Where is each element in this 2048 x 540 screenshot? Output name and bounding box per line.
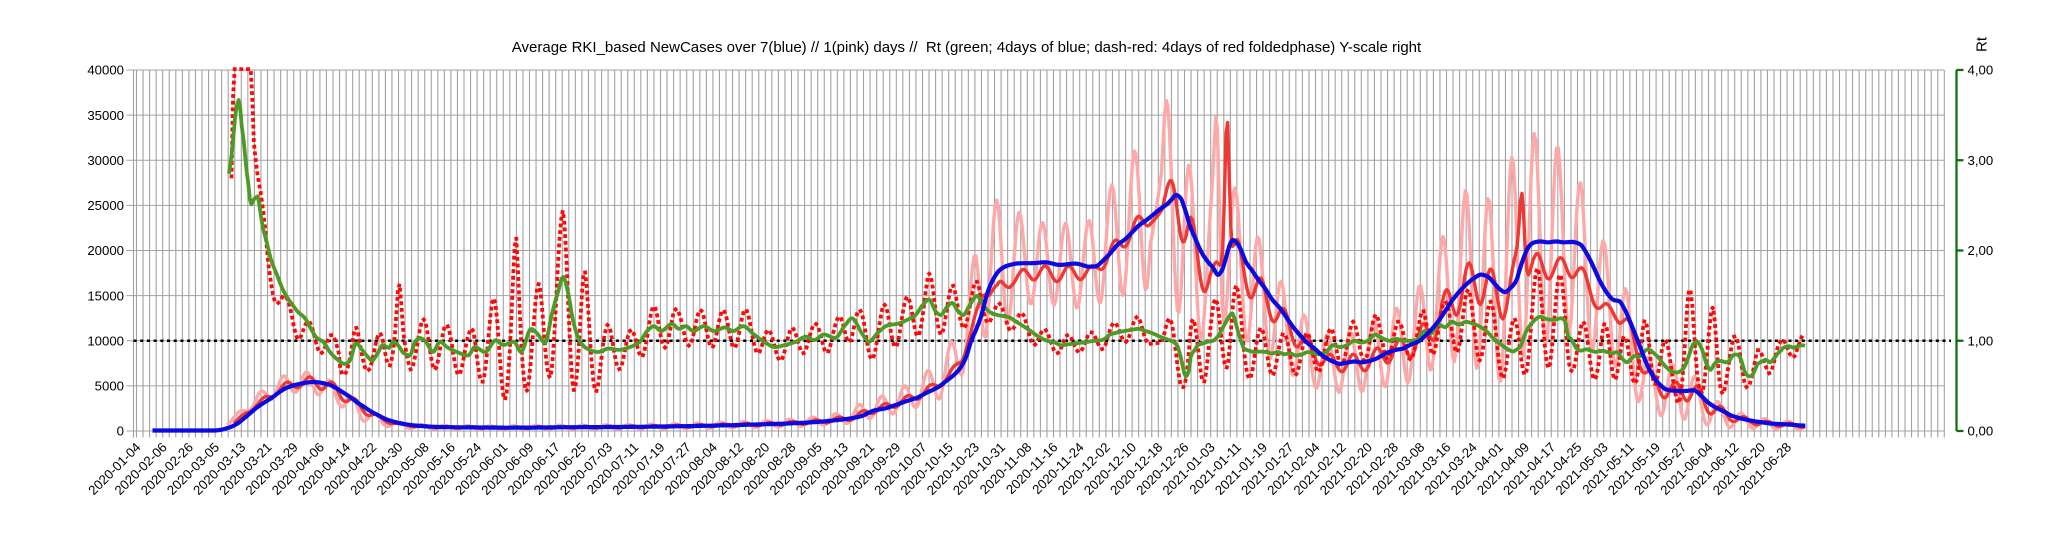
svg-text:35000: 35000 xyxy=(87,108,124,123)
svg-text:10000: 10000 xyxy=(87,333,124,348)
svg-text:25000: 25000 xyxy=(87,198,124,213)
svg-text:Average RKI_based NewCases ove: Average RKI_based NewCases over 7(blue) … xyxy=(512,39,1422,56)
svg-text:20000: 20000 xyxy=(87,243,124,258)
svg-text:0: 0 xyxy=(117,424,124,439)
svg-text:30000: 30000 xyxy=(87,153,124,168)
svg-text:0,00: 0,00 xyxy=(1968,424,1994,439)
svg-text:Rt: Rt xyxy=(1974,36,1991,52)
svg-text:15000: 15000 xyxy=(87,288,124,303)
svg-text:4,00: 4,00 xyxy=(1968,63,1994,78)
svg-text:1,00: 1,00 xyxy=(1968,333,1994,348)
svg-text:40000: 40000 xyxy=(87,63,124,78)
svg-text:2,00: 2,00 xyxy=(1968,243,1994,258)
svg-text:5000: 5000 xyxy=(95,379,124,394)
svg-text:3,00: 3,00 xyxy=(1968,153,1994,168)
